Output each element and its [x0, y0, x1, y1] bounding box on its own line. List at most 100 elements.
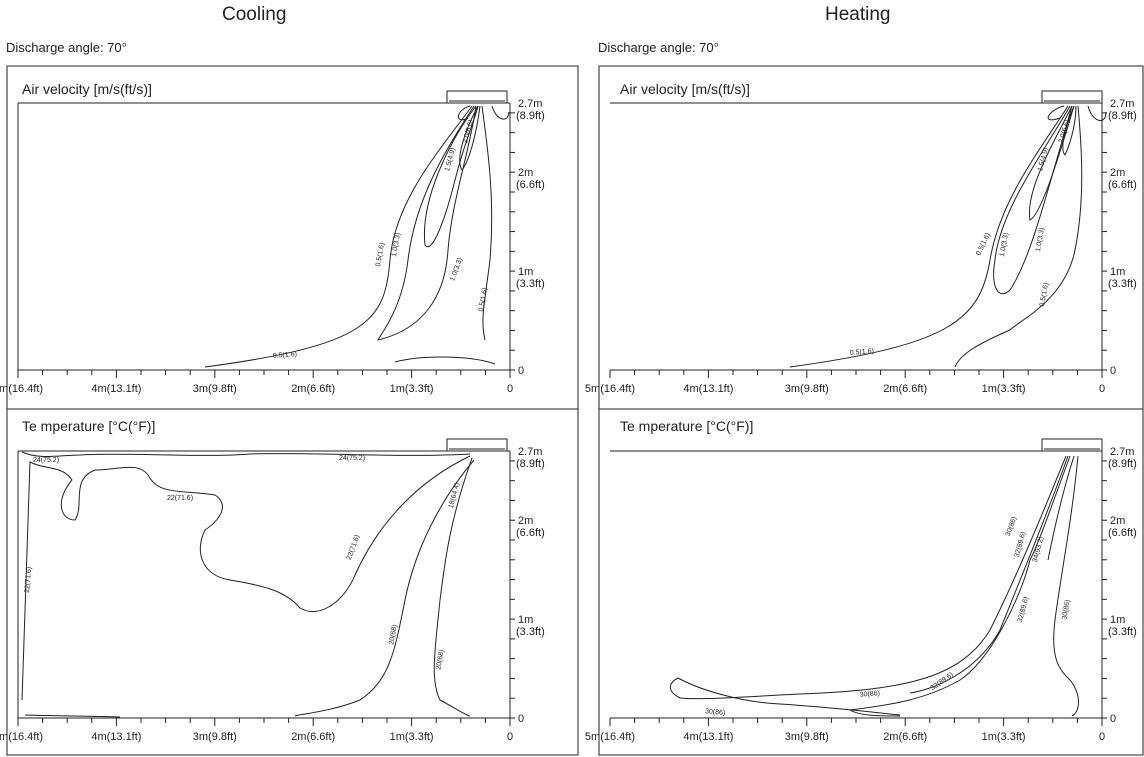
heating-discharge-angle: Discharge angle: 70° [598, 40, 719, 55]
heating-velocity-y-tick-label: 1m [1110, 266, 1125, 278]
cooling-temperature-y-tick-label: 1m [518, 614, 533, 626]
cooling-temperature-title: Te mperature [°C(°F)] [22, 418, 156, 434]
heating-temperature-x-tick-label: 4m(13.1ft) [683, 731, 733, 743]
cooling-temperature-plot [17, 438, 511, 719]
heat-temp-contour-label: 32(89.6) [1017, 596, 1031, 623]
heating-velocity-x-tick-label: 4m(13.1ft) [683, 383, 733, 395]
cooling-temperature-x-tick-label: 5m(16.4ft) [0, 731, 43, 743]
cooling-temperature-y-tick-label-ft: (3.3ft) [516, 626, 545, 638]
heating-temperature-x-tick-label: 1m(3.3ft) [982, 731, 1026, 743]
heat-vel-contour-label: 1.0(3.3) [999, 232, 1010, 257]
cooling-velocity-y-tick-label-ft: (3.3ft) [516, 278, 545, 290]
cooling-velocity-x-tick-label: 2m(6.6ft) [291, 383, 335, 395]
heating-temperature-y-tick-label-ft: (3.3ft) [1108, 626, 1137, 638]
cooling-velocity-x-tick-label: 0 [507, 383, 513, 395]
cool-temp-contour-label: 22(71.6) [24, 567, 33, 594]
heating-velocity-x-tick-label: 0 [1099, 383, 1105, 395]
contour-18 [433, 457, 473, 717]
heating-temperature-x-tick-label: 3m(9.8ft) [785, 731, 829, 743]
heating-temperature-frame [598, 408, 1144, 756]
cooling-title: Cooling [222, 4, 287, 25]
contour-22 [21, 455, 471, 701]
cooling-velocity-x-tick-label: 4m(13.1ft) [91, 383, 141, 395]
contour-eddy-left [458, 105, 471, 121]
cooling-velocity-x-tick-label: 5m(16.4ft) [0, 383, 43, 395]
cooling-temperature-x-tick-label: 2m(6.6ft) [291, 731, 335, 743]
cooling-temperature-y-tick-label-ft: (6.6ft) [516, 527, 545, 539]
heating-temperature-y-tick-label: 0 [1110, 713, 1116, 725]
heating-velocity-x-tick-label: 3m(9.8ft) [785, 383, 829, 395]
cooling-temperature-frame [6, 408, 579, 756]
cooling-temperature-y-tick-label: 0 [518, 713, 524, 725]
contour-0.5-floor [394, 356, 496, 365]
cool-vel-contour-label: 1.0(3.3) [391, 232, 402, 257]
heating-velocity-x-tick-label: 2m(6.6ft) [883, 383, 927, 395]
heat-vel-contour-label: 0.5(1.6) [1039, 282, 1050, 307]
contour-2.0 [459, 105, 481, 171]
heat-vel-contour-label: 0.5(1.6) [975, 232, 992, 257]
cool-vel-contour-label: 1.0(3.3) [449, 257, 464, 282]
cooling-velocity-y-tick-label-ft: (8.9ft) [516, 110, 545, 122]
heating-velocity-y-tick-label: 0 [1110, 365, 1116, 377]
indoor-unit [1041, 90, 1103, 104]
heating-temperature-y-tick-label: 1m [1110, 614, 1125, 626]
cooling-temperature-y-tick-label: 2m [518, 515, 533, 527]
cooling-velocity-y-tick-label: 0 [518, 365, 524, 377]
cooling-velocity-y-tick-label: 2m [518, 167, 533, 179]
cooling-temperature-x-tick-label: 3m(9.8ft) [193, 731, 237, 743]
cool-vel-contour-label: 0.5(1.6) [273, 351, 298, 360]
heating-velocity-plot [610, 90, 1107, 371]
heating-temperature-y-tick-label: 2m [1110, 515, 1125, 527]
heating-velocity-y-tick-label: 2.7m [1110, 98, 1134, 110]
contour-eddy-right [491, 105, 510, 120]
heat-vel-contour-label: 1.0(3.3) [1035, 227, 1046, 252]
contour-0.5-right [954, 105, 1083, 368]
cooling-velocity-plot [17, 90, 511, 371]
heating-velocity-y-tick-label-ft: (6.6ft) [1108, 179, 1137, 191]
contour-eddy-right [1087, 105, 1107, 121]
contour-30-outer [669, 455, 1067, 716]
cool-temp-contour-label: 18(64.4) [448, 482, 462, 509]
contour-34 [1047, 455, 1075, 561]
contour-eddy-left [1047, 105, 1065, 121]
heat-vel-contour-label: 0.5(1.6) [850, 348, 875, 357]
indoor-unit [446, 90, 508, 104]
cooling-discharge-angle: Discharge angle: 70° [6, 40, 127, 55]
contour-1.0 [993, 105, 1073, 295]
heating-velocity-title: Air velocity [m/s(ft/s)] [620, 81, 750, 97]
cool-temp-contour-label: 20(68) [388, 624, 398, 645]
contour-labels: 2.0(6.6)1.5(4.9)0.5(1.6) 1.0(3.3)1.0(3.3)… [24, 119, 1072, 717]
cooling-velocity-x-tick-label: 3m(9.8ft) [193, 383, 237, 395]
cool-vel-contour-label: 0.5(1.6) [478, 287, 489, 312]
contour-1.5 [423, 105, 479, 248]
heating-velocity-y-tick-label-ft: (3.3ft) [1108, 278, 1137, 290]
heating-temperature-y-tick-label: 2.7m [1110, 446, 1134, 458]
heating-temperature-plot [610, 438, 1103, 719]
contour-1.0 [377, 105, 477, 341]
cool-temp-contour-label: 24(75.2) [33, 457, 59, 464]
cooling-velocity-title: Air velocity [m/s(ft/s)] [22, 81, 152, 97]
contour-32-inner [909, 455, 1069, 694]
contour-2.0 [1062, 105, 1077, 156]
contour-22-floor [24, 714, 121, 718]
heating-temperature-x-tick-label: 0 [1099, 731, 1105, 743]
cooling-temperature-x-tick-label: 0 [507, 731, 513, 743]
cooling-temperature-y-tick-label-ft: (8.9ft) [516, 458, 545, 470]
heating-velocity-x-tick-label: 5m(16.4ft) [585, 383, 635, 395]
heating-temperature-y-tick-label-ft: (8.9ft) [1108, 458, 1137, 470]
contour-0.5-left [204, 105, 473, 368]
cooling-velocity-y-tick-label-ft: (6.6ft) [516, 179, 545, 191]
heating-temperature-x-tick-label: 2m(6.6ft) [883, 731, 927, 743]
heating-temperature-x-tick-label: 5m(16.4ft) [585, 731, 635, 743]
indoor-unit [446, 438, 508, 452]
cool-temp-contour-label: 22(71.6) [167, 495, 193, 502]
contour-30-right [1053, 455, 1079, 717]
cool-temp-contour-label: 22(71.6) [346, 534, 361, 561]
cooling-temperature-x-tick-label: 4m(13.1ft) [91, 731, 141, 743]
cooling-velocity-y-tick-label: 1m [518, 266, 533, 278]
cooling-velocity-y-tick-label: 2.7m [518, 98, 542, 110]
contour-0.5-left [789, 105, 1069, 368]
contour-20 [294, 459, 475, 717]
axes: 5m(16.4ft)4m(13.1ft)3m(9.8ft)2m(6.6ft)1m… [0, 98, 1137, 743]
